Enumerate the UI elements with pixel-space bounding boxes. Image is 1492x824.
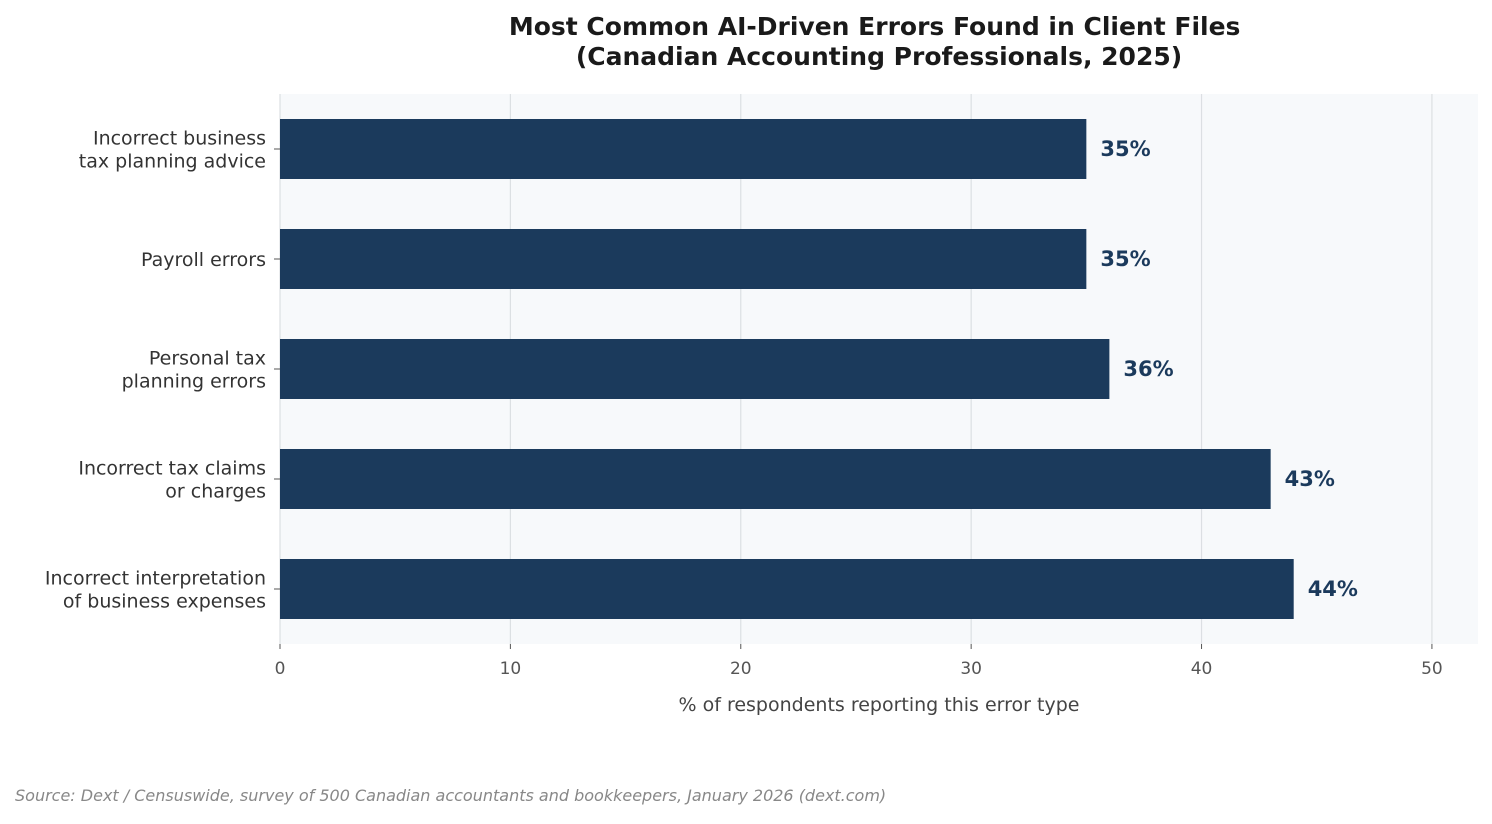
category-label-line: Incorrect tax claims bbox=[78, 458, 266, 480]
x-tick-label: 30 bbox=[960, 659, 982, 679]
category-label-line: of business expenses bbox=[63, 591, 266, 613]
category-label-line: Personal tax bbox=[149, 348, 266, 370]
source-note: Source: Dext / Censuswide, survey of 500… bbox=[15, 786, 886, 805]
value-label: 43% bbox=[1285, 467, 1335, 491]
x-tick-label: 40 bbox=[1191, 659, 1213, 679]
category-label: Incorrect business tax planning advice bbox=[79, 128, 266, 173]
x-tick-label: 20 bbox=[730, 659, 752, 679]
bar bbox=[280, 339, 1110, 399]
value-label: 44% bbox=[1308, 577, 1358, 601]
category-label: Incorrect interpretation of business expe… bbox=[45, 568, 266, 613]
value-label: 36% bbox=[1123, 357, 1173, 381]
chart-title-line-1: Most Common AI-Driven Errors Found in Cl… bbox=[509, 12, 1241, 41]
bar bbox=[280, 119, 1087, 179]
chart-title-line-2: (Canadian Accounting Professionals, 2025… bbox=[576, 42, 1182, 71]
plot-area: 0 10 20 30 40 50 Incorrect business tax plannin… bbox=[45, 94, 1478, 679]
value-label: 35% bbox=[1100, 247, 1150, 271]
x-tick-label: 10 bbox=[500, 659, 522, 679]
value-label: 35% bbox=[1100, 137, 1150, 161]
category-label: Personal tax planning errors bbox=[122, 348, 266, 393]
x-tick-label: 0 bbox=[275, 659, 286, 679]
x-tick-label: 50 bbox=[1421, 659, 1443, 679]
bar bbox=[280, 559, 1294, 619]
category-label-line: Payroll errors bbox=[141, 249, 266, 271]
category-label: Payroll errors bbox=[141, 249, 266, 271]
x-axis-label: % of respondents reporting this error ty… bbox=[679, 694, 1080, 716]
category-label-line: Incorrect business bbox=[93, 128, 266, 150]
bar bbox=[280, 229, 1087, 289]
category-label-line: Incorrect interpretation bbox=[45, 568, 266, 590]
category-label-line: or charges bbox=[165, 481, 266, 503]
chart-title: Most Common AI-Driven Errors Found in Cl… bbox=[509, 12, 1249, 71]
category-label-line: tax planning advice bbox=[79, 151, 266, 173]
bar bbox=[280, 449, 1271, 509]
category-label-line: planning errors bbox=[122, 371, 266, 393]
category-label: Incorrect tax claims or charges bbox=[78, 458, 266, 503]
